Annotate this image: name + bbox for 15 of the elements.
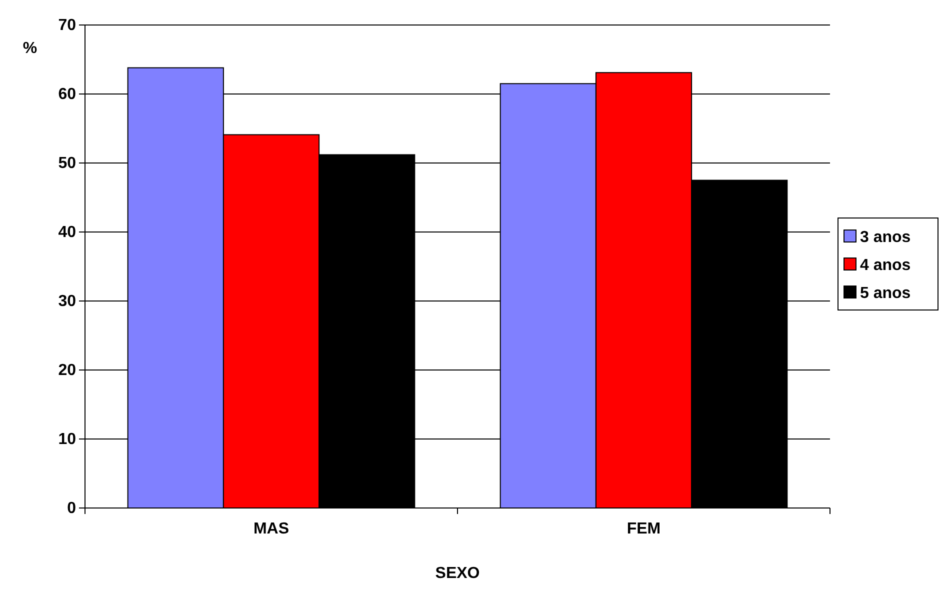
x-tick-label: MAS bbox=[253, 520, 290, 538]
legend-label: 3 anos bbox=[860, 229, 911, 246]
y-axis-title: % bbox=[22, 40, 38, 57]
y-tick-label: 60 bbox=[58, 86, 76, 104]
y-tick-label: 20 bbox=[58, 362, 76, 380]
x-tick-label: FEM bbox=[626, 520, 661, 538]
y-tick-label: 40 bbox=[58, 224, 76, 242]
legend-label: 5 anos bbox=[860, 285, 911, 302]
y-tick-label: 50 bbox=[58, 155, 76, 172]
legend-label: 4 anos bbox=[860, 257, 911, 274]
y-tick-label: 30 bbox=[58, 293, 76, 310]
y-tick-label: 10 bbox=[58, 431, 76, 448]
y-tick-label: 70 bbox=[58, 17, 76, 34]
x-axis-title: SEXO bbox=[435, 565, 480, 582]
y-tick-label: 0 bbox=[67, 500, 76, 518]
